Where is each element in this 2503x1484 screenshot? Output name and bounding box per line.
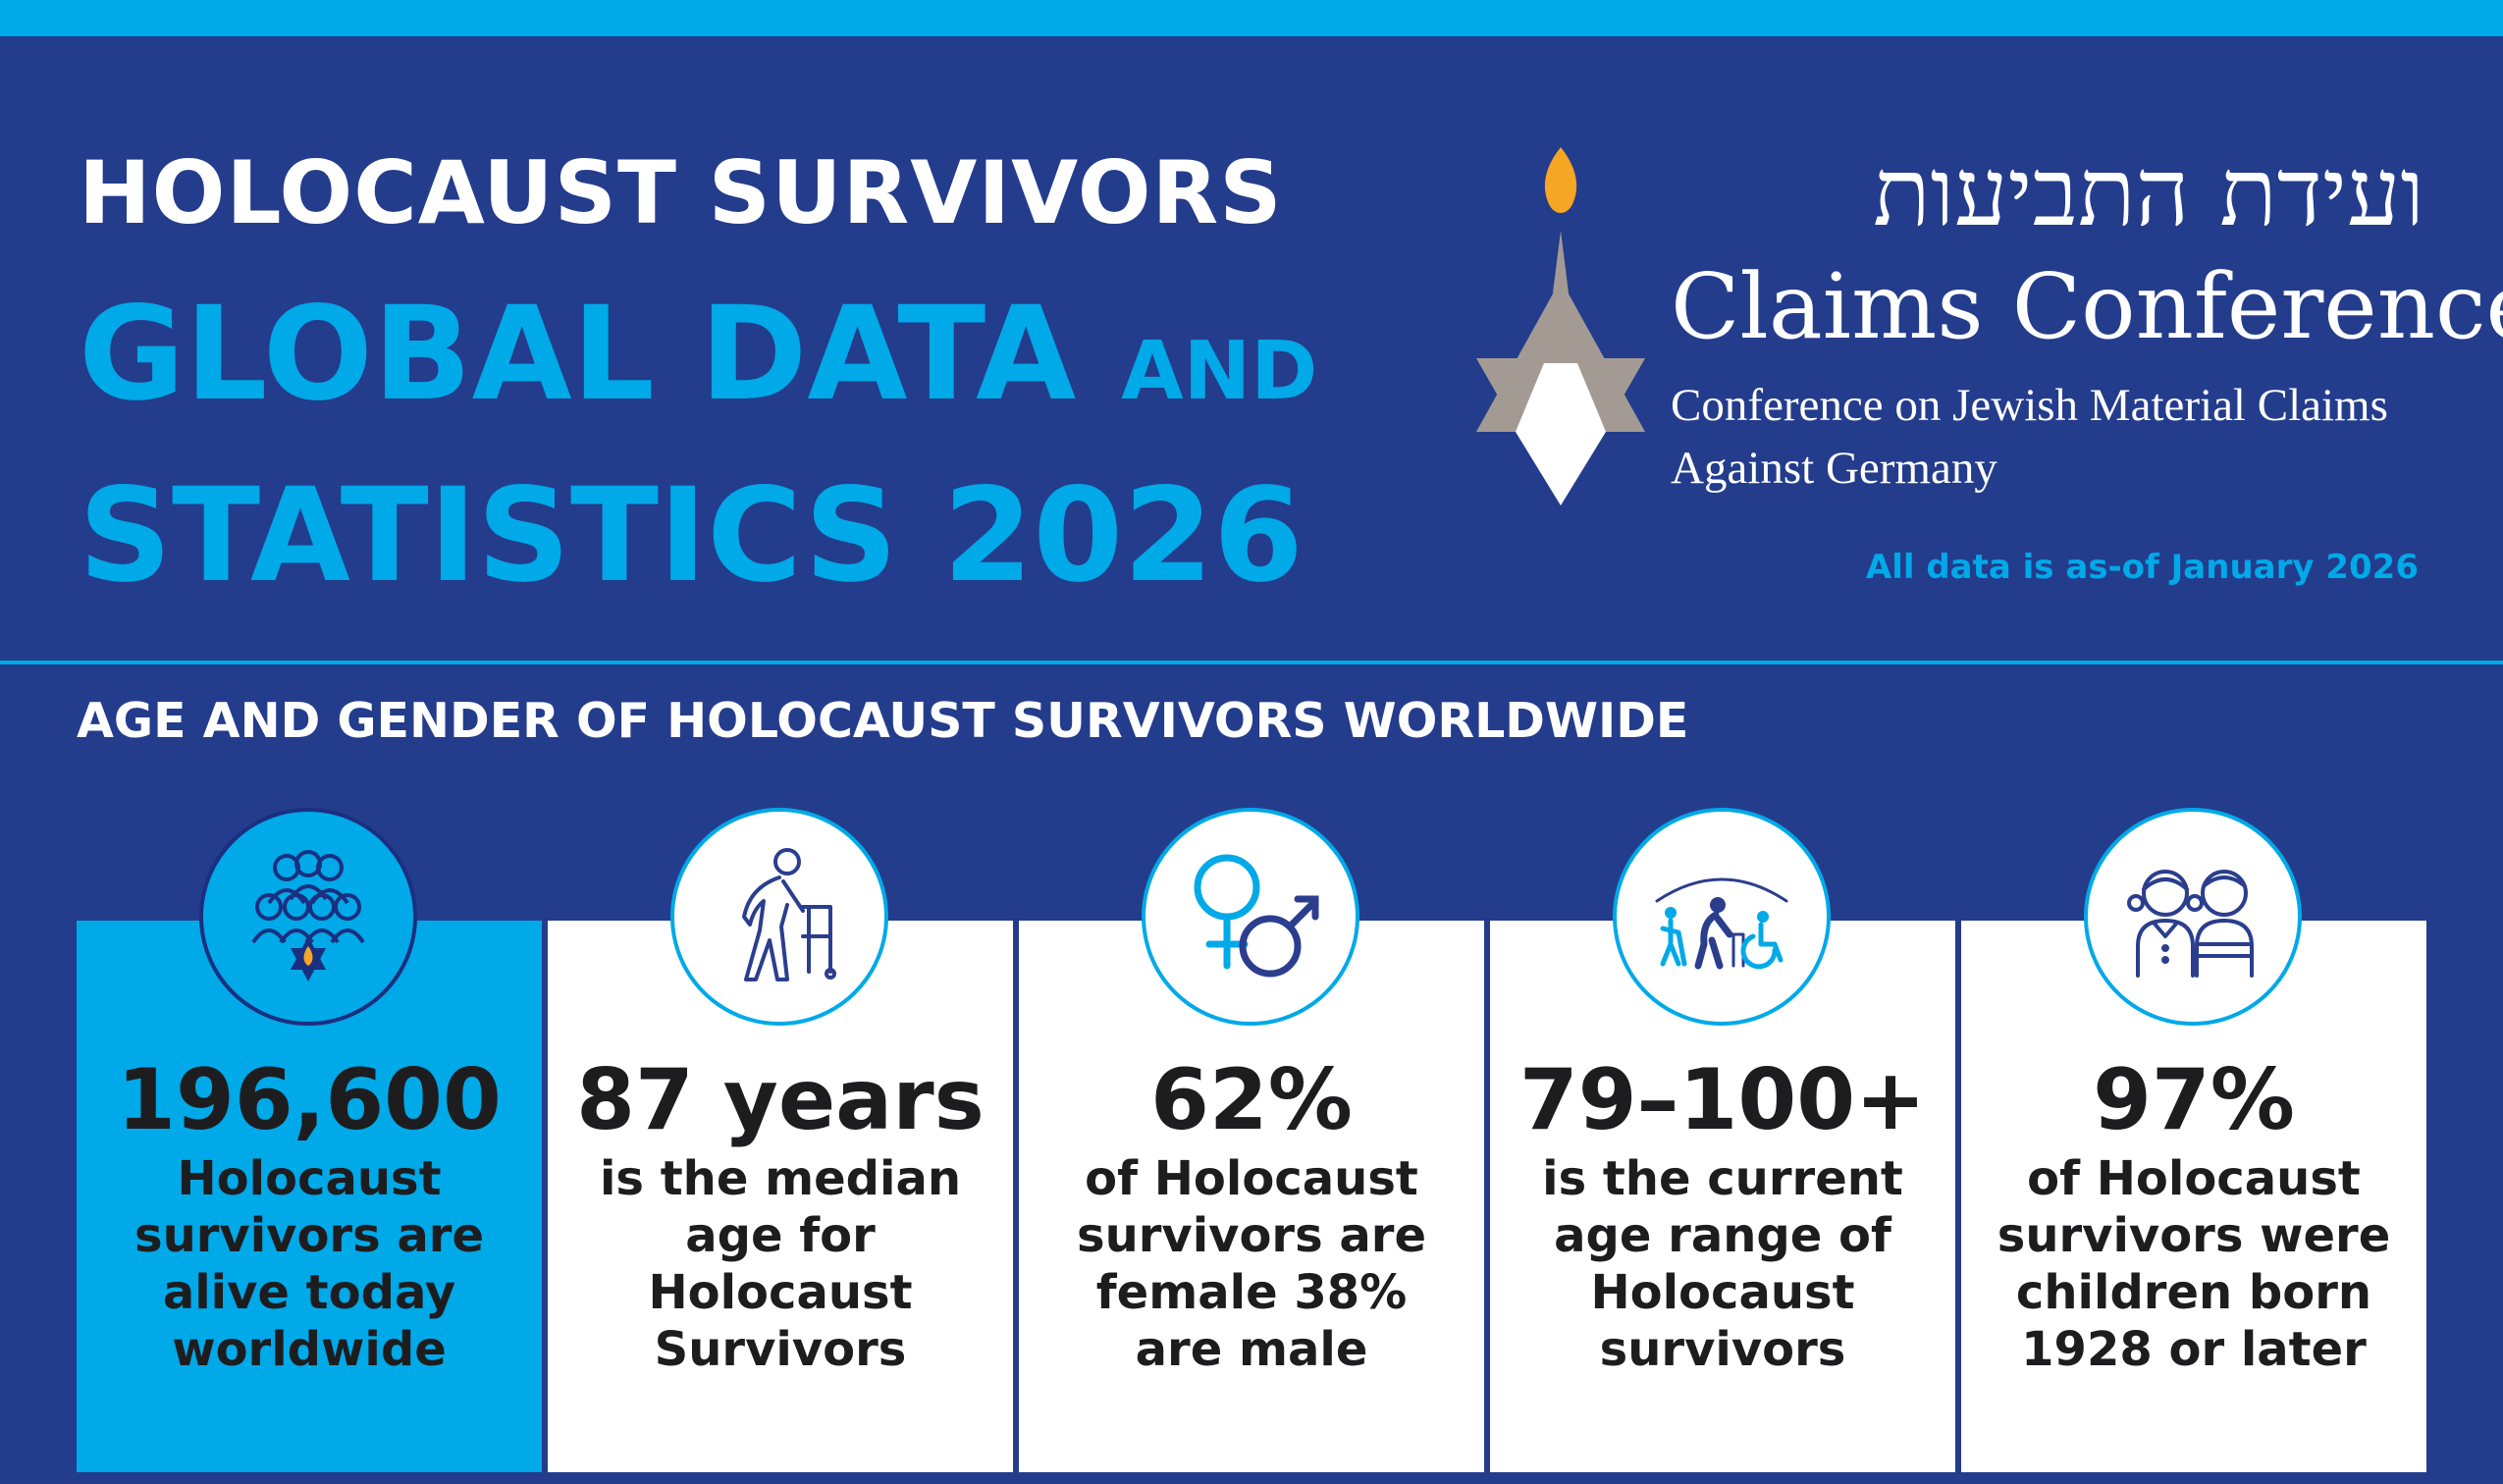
gender-symbols-icon bbox=[1142, 808, 1359, 1026]
stat-description-line: of Holocaust bbox=[1085, 1151, 1418, 1206]
title-line-2: GLOBAL DATA AND bbox=[79, 290, 1317, 419]
group-with-flame-icon bbox=[199, 808, 417, 1026]
stat-value: 196,600 bbox=[117, 1051, 502, 1149]
top-accent-bar bbox=[0, 0, 2503, 36]
stat-description-line: children born bbox=[2015, 1265, 2372, 1320]
stat-description-line: of Holocaust bbox=[2027, 1151, 2361, 1206]
stat-description-line: survivors are bbox=[134, 1208, 484, 1263]
stat-description-line: Holocaust bbox=[177, 1151, 442, 1206]
stat-value: 97% bbox=[2093, 1051, 2295, 1149]
stat-value: 87 years bbox=[576, 1051, 985, 1149]
logo-hebrew-name: ועידת התביעות bbox=[1873, 137, 2424, 247]
stat-description: of Holocaust survivors are female 38% ar… bbox=[1019, 1150, 1484, 1378]
title-line-3: STATISTICS 2026 bbox=[79, 460, 1304, 611]
title-line-1: HOLOCAUST SURVIVORS bbox=[79, 142, 1283, 243]
stat-description: Holocaust survivors are alive today worl… bbox=[77, 1150, 542, 1378]
section-divider bbox=[0, 661, 2503, 664]
stat-description-line: alive today bbox=[162, 1265, 456, 1320]
stat-description: is the current age range of Holocaust su… bbox=[1490, 1150, 1955, 1378]
stat-description-line: age range of bbox=[1554, 1208, 1891, 1263]
stat-description: of Holocaust survivors were children bor… bbox=[1961, 1150, 2426, 1378]
stat-description-line: is the current bbox=[1542, 1151, 1903, 1206]
children-icon bbox=[2084, 808, 2302, 1026]
logo-subtitle-line-1: Conference on Jewish Material Claims bbox=[1671, 380, 2388, 431]
elderly-walker-icon bbox=[670, 808, 888, 1026]
stat-description-line: survivors are bbox=[1077, 1208, 1426, 1263]
stat-description: is the median age for Holocaust Survivor… bbox=[548, 1150, 1013, 1378]
stat-description-line: Holocaust bbox=[1590, 1265, 1855, 1320]
section-heading: AGE AND GENDER OF HOLOCAUST SURVIVORS WO… bbox=[77, 693, 1689, 749]
age-range-people-icon bbox=[1613, 808, 1831, 1026]
stat-value: 79–100+ bbox=[1518, 1051, 1927, 1149]
stat-description-line: Holocaust bbox=[648, 1265, 913, 1320]
stat-description-line: female 38% bbox=[1095, 1265, 1408, 1320]
stat-description-line: survivors were bbox=[1997, 1208, 2391, 1263]
stat-value: 62% bbox=[1150, 1051, 1353, 1149]
stat-description-line: are male bbox=[1135, 1322, 1368, 1377]
logo-organization-name: Claims Conference bbox=[1671, 254, 2503, 359]
title-line-2-and: AND bbox=[1121, 325, 1318, 418]
stat-description-line: is the median bbox=[599, 1151, 962, 1206]
stat-description-line: 1928 or later bbox=[2021, 1322, 2367, 1377]
data-as-of-note: All data is as-of January 2026 bbox=[1865, 548, 2419, 587]
stat-description-line: worldwide bbox=[172, 1322, 447, 1377]
claims-conference-logo-icon bbox=[1476, 147, 1645, 505]
stat-description-line: age for bbox=[685, 1208, 876, 1263]
title-line-2-main: GLOBAL DATA bbox=[79, 279, 1077, 430]
logo-subtitle-line-2: Against Germany bbox=[1671, 443, 1997, 494]
stat-description-line: survivors bbox=[1599, 1322, 1846, 1377]
stat-description-line: Survivors bbox=[654, 1322, 907, 1377]
